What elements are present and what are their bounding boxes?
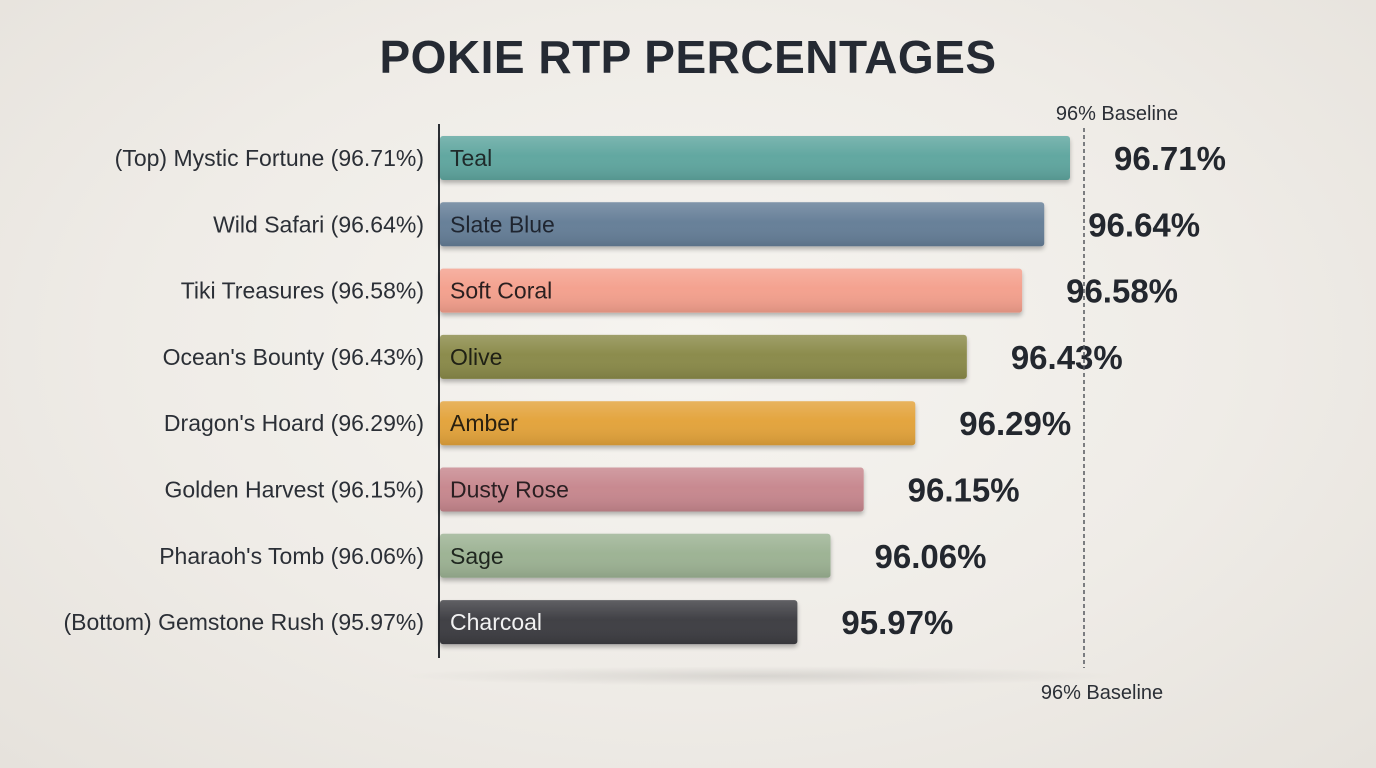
bar-highlight: [440, 467, 864, 512]
bar-highlight: [440, 136, 1070, 180]
category-label: Golden Harvest (96.15%): [164, 477, 424, 503]
bar-group: [440, 136, 1070, 180]
bar-group: [440, 467, 864, 512]
value-label: 95.97%: [841, 604, 953, 641]
category-label: Ocean's Bounty (96.43%): [163, 344, 424, 370]
bar-color-label: Sage: [450, 543, 504, 569]
value-label: 96.71%: [1114, 140, 1226, 177]
bar-highlight: [440, 334, 967, 379]
bar-color-label: Charcoal: [450, 609, 542, 635]
value-label: 96.15%: [908, 472, 1020, 509]
bar-highlight: [440, 202, 1045, 247]
bar-highlight: [440, 268, 1023, 313]
bar-highlight: [440, 533, 831, 578]
bar-group: [440, 334, 967, 379]
bar-color-label: Amber: [450, 410, 518, 436]
bar-color-label: Slate Blue: [450, 211, 555, 237]
category-label: (Bottom) Gemstone Rush (95.97%): [64, 609, 424, 635]
category-label: Wild Safari (96.64%): [213, 211, 424, 237]
value-label: 96.29%: [959, 405, 1071, 442]
bar-group: [440, 202, 1045, 247]
bar-highlight: [440, 401, 916, 446]
chart-title: POKIE RTP PERCENTAGES: [379, 31, 997, 83]
baseline-label-top: 96% Baseline: [1056, 103, 1178, 125]
floor-shadow: [400, 666, 1120, 686]
bar-color-label: Olive: [450, 344, 502, 370]
bar-color-label: Soft Coral: [450, 278, 552, 304]
category-label: Dragon's Hoard (96.29%): [164, 410, 424, 436]
value-label: 96.58%: [1066, 273, 1178, 310]
bar-group: [440, 401, 916, 446]
bar-group: [440, 268, 1023, 313]
value-label: 96.06%: [875, 538, 987, 575]
value-label: 96.43%: [1011, 339, 1123, 376]
category-label: (Top) Mystic Fortune (96.71%): [115, 145, 424, 171]
bars-layer: (Top) Mystic Fortune (96.71%) Teal 96.71% W…: [64, 136, 1226, 645]
category-label: Tiki Treasures (96.58%): [181, 278, 424, 304]
category-label: Pharaoh's Tomb (96.06%): [159, 543, 424, 569]
value-label: 96.64%: [1088, 206, 1200, 243]
bar-highlight: [440, 600, 798, 645]
bar-color-label: Dusty Rose: [450, 477, 569, 503]
bar-group: [440, 533, 831, 578]
baseline-label-bottom: 96% Baseline: [1041, 682, 1163, 704]
bar-color-label: Teal: [450, 145, 492, 171]
bar-group: [440, 600, 798, 645]
